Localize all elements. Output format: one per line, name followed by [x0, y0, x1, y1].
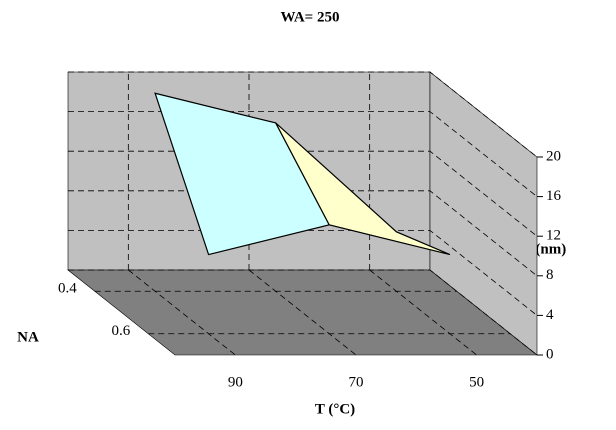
z-tick-label: 12	[546, 228, 561, 244]
depth-tick-label: 0.6	[112, 323, 131, 339]
z-tick-label: 4	[546, 307, 554, 323]
grid-line	[68, 71, 538, 158]
floor-grid-line	[128, 269, 236, 356]
x-tick-label: 50	[469, 374, 484, 390]
z-tick-label: 0	[546, 346, 554, 362]
depth-axis-label: NA	[17, 329, 39, 345]
grid-line	[68, 269, 538, 356]
z-tick-label: 20	[546, 148, 561, 164]
surface-patch	[275, 122, 451, 256]
floor-grid-line	[248, 269, 357, 356]
chart-title: WA= 250	[281, 9, 340, 25]
grid-line	[68, 229, 538, 316]
z-tick-label: 16	[546, 188, 562, 204]
depth-tick-label: 0.4	[58, 281, 77, 297]
x-axis-label: T (°C)	[315, 401, 355, 417]
floor-grid-line	[369, 269, 477, 356]
x-tick-label: 70	[349, 374, 364, 390]
z-tick-label: 8	[546, 267, 554, 283]
x-tick-label: 90	[228, 374, 243, 390]
